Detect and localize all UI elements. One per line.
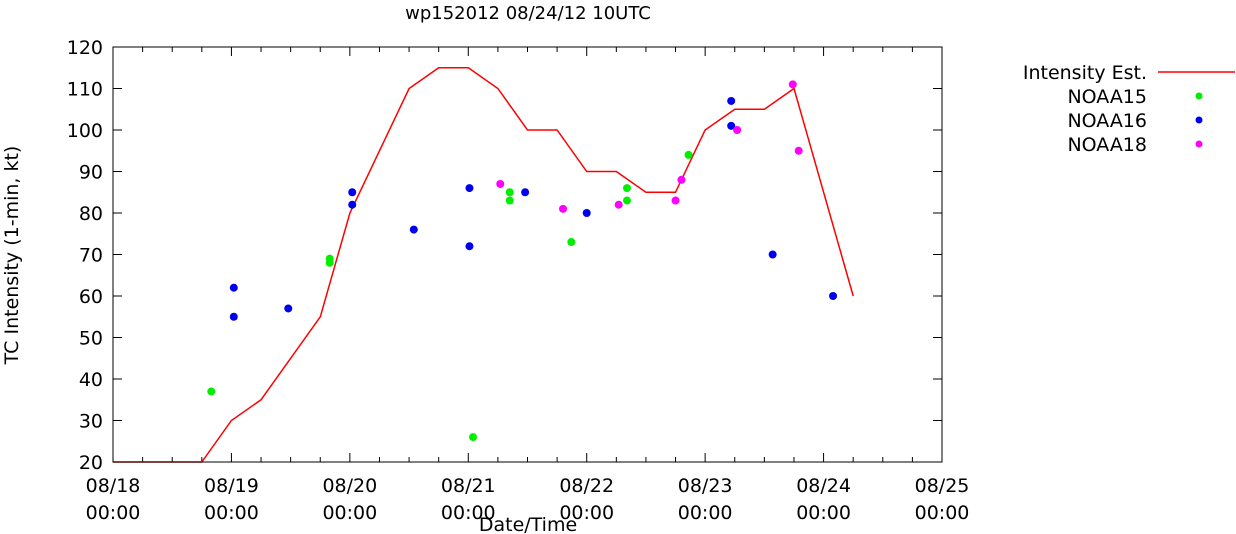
data-point-noaa16 [348,200,357,209]
y-tick-label: 80 [79,203,103,225]
data-point-noaa18 [677,175,686,184]
data-point-noaa16 [521,188,530,197]
x-tick-label-date: 08/21 [441,475,496,497]
x-tick-label-time: 00:00 [559,502,614,524]
y-tick-label: 50 [79,328,103,350]
data-point-noaa16 [284,304,293,313]
x-tick-label-time: 00:00 [678,502,733,524]
y-tick-label: 70 [79,245,103,267]
legend-label-noaa16: NOAA16 [1067,110,1147,132]
data-point-noaa18 [733,126,742,134]
legend-label-noaa18: NOAA18 [1067,134,1147,156]
data-point-noaa16 [348,188,357,197]
data-point-noaa16 [409,225,418,234]
data-point-noaa15 [567,238,576,247]
data-point-noaa15 [622,184,631,193]
data-point-noaa15 [325,258,334,267]
data-point-noaa18 [671,196,680,205]
x-tick-label-time: 00:00 [204,502,259,524]
x-tick-label-time: 00:00 [322,502,377,524]
data-point-noaa15 [505,196,514,205]
data-point-noaa16 [465,242,474,251]
data-point-noaa16 [465,184,474,193]
data-point-noaa16 [727,121,736,130]
data-point-noaa16 [229,312,238,321]
y-tick-label: 20 [79,452,103,474]
data-point-noaa15 [622,196,631,205]
legend-label-noaa15: NOAA15 [1067,86,1147,108]
x-tick-label-date: 08/20 [322,475,377,497]
legend-swatch-noaa16 [1195,116,1203,124]
plot-frame [112,46,943,463]
x-tick-label-date: 08/25 [915,475,970,497]
data-point-noaa15 [207,387,216,396]
y-tick-label: 30 [79,411,103,433]
x-tick-label-time: 00:00 [86,502,141,524]
legend-label-intensity-est: Intensity Est. [1023,62,1147,84]
data-point-noaa15 [684,150,693,159]
data-point-noaa16 [768,250,777,259]
x-tick-label-date: 08/22 [559,475,614,497]
axis-ticks: 20 30 40 50 60 70 80 90 100 110 120 08/18 00:00 08/19… [67,37,970,524]
x-axis-title: Date/Time [479,514,577,534]
data-point-noaa18 [794,146,803,155]
y-tick-label: 110 [67,79,103,101]
y-tick-label: 60 [79,286,103,308]
data-point-noaa15 [505,188,514,197]
x-tick-label-time: 00:00 [796,502,851,524]
legend-swatch-noaa18 [1195,140,1203,148]
data-point-noaa18 [496,179,505,188]
plot-area [113,67,854,463]
data-point-noaa18 [559,204,568,213]
data-point-noaa18 [614,200,623,209]
data-point-noaa16 [727,96,736,105]
data-point-noaa16 [829,292,838,300]
x-tick-label-date: 08/19 [204,475,259,497]
x-tick-label-date: 08/23 [678,475,733,497]
x-tick-label-date: 08/24 [796,475,851,497]
x-tick-label-time: 00:00 [441,502,496,524]
y-tick-label: 100 [67,120,103,142]
data-point-noaa18 [788,80,797,89]
y-tick-label: 90 [79,162,103,184]
y-tick-label: 40 [79,369,103,391]
y-tick-label: 120 [67,37,103,59]
data-point-noaa16 [229,283,238,292]
x-tick-label-date: 08/18 [86,475,141,497]
data-point-noaa15 [469,433,478,442]
data-point-noaa16 [582,209,591,217]
legend-swatch-noaa15 [1195,92,1203,100]
y-axis-title: TC Intensity (1-min, kt) [1,146,23,366]
series-line-intensity-est [113,67,854,463]
chart-title: wp152012 08/24/12 10UTC [405,3,651,24]
x-tick-label-time: 00:00 [915,502,970,524]
